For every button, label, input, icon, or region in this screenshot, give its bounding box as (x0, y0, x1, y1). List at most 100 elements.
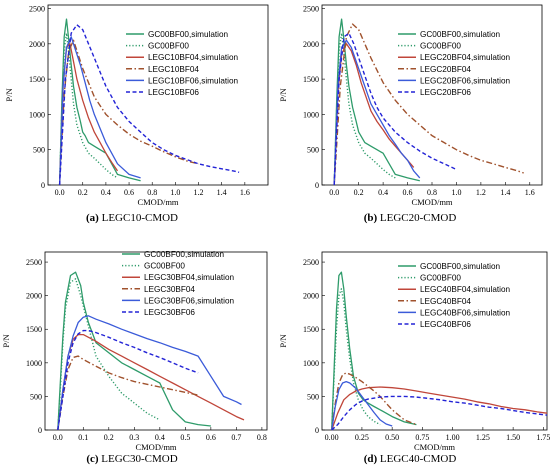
legend: GC00BF00,simulation GC00BF00 LEGC20BF04,si… (398, 30, 511, 97)
x-tick-label: 1.6 (525, 188, 535, 197)
y-tick-label: 0 (315, 181, 319, 190)
x-tick-label: 0.8 (427, 188, 437, 197)
caption-text: LEGC10-CMOD (102, 212, 178, 224)
caption-label: (b) (364, 212, 378, 224)
plot-frame (44, 251, 268, 431)
legend-label: GC00BF00,simulation (420, 30, 501, 39)
legend-label: GC00BF00,simulation (420, 262, 501, 271)
legend-label: LEGC10BF06,simulation (148, 76, 239, 85)
series-line-1 (333, 18, 420, 186)
series-line-5 (57, 315, 242, 431)
x-axis-title: CMOD/mm (411, 197, 452, 207)
y-tick-label: 1500 (26, 325, 42, 334)
legend-label: LEGC10BF04,simulation (148, 53, 239, 62)
series-line-1 (57, 271, 211, 431)
y-tick-label: 2000 (26, 292, 42, 301)
x-tick-label: 0.75 (415, 433, 429, 442)
series-line-4 (58, 39, 199, 186)
figure-caption: (c) LEGC30-CMOD (86, 453, 177, 465)
series-line-5 (333, 39, 421, 186)
series-group (333, 18, 524, 186)
x-axis-title: CMOD/mm (135, 442, 176, 452)
x-tick-label: 0.6 (124, 188, 134, 197)
legend-label: LEGC40BF06 (420, 320, 471, 329)
legend-label: LEGC40BF04,simulation (420, 285, 511, 294)
x-tick-label: 1.2 (194, 188, 204, 197)
series-line-4 (57, 355, 199, 431)
legend: GC00BF00,simulation GC00BF00 LEGC10BF04,si… (126, 30, 239, 97)
series-group (331, 271, 548, 431)
series-line-1 (331, 271, 417, 431)
legend-label: LEGC30BF04 (144, 285, 195, 294)
x-axis-title: CMOD/mm (137, 197, 178, 207)
legend-label: LEGC30BF04,simulation (144, 273, 235, 282)
x-tick-label: 1.25 (476, 433, 490, 442)
y-tick-label: 2500 (303, 5, 319, 14)
y-tick-label: 1000 (303, 110, 319, 119)
x-tick-label: 0.25 (355, 433, 369, 442)
x-tick-label: 0.3 (129, 433, 139, 442)
x-tick-label: 0.2 (104, 433, 114, 442)
caption-label: (c) (86, 453, 99, 465)
x-tick-label: 0.6 (403, 188, 413, 197)
plot-frame (321, 251, 548, 431)
chart-panel-c: 0.0 0.1 0.2 0.3 0.4 0.5 0.6 0.7 0.8 0 500 1000 1500 2… (1, 250, 268, 465)
x-tick-label: 0.4 (101, 188, 111, 197)
x-tick-label: 0.0 (55, 188, 65, 197)
series-line-1 (58, 18, 141, 186)
series-group (58, 18, 240, 186)
legend-label: LEGC40BF06,simulation (420, 308, 511, 317)
caption-label: (a) (86, 212, 99, 224)
x-tick-label: 1.75 (536, 433, 550, 442)
legend-label: GC00BF00,simulation (144, 250, 225, 259)
legend-label: LEGC20BF06,simulation (420, 76, 511, 85)
y-tick-label: 1500 (303, 325, 319, 334)
x-tick-label: 0.2 (354, 188, 364, 197)
y-axis-title: P/N (4, 88, 14, 101)
series-line-6 (331, 395, 548, 431)
series-line-6 (58, 24, 240, 186)
x-tick-label: 1.00 (446, 433, 460, 442)
x-tick-label: 0.50 (385, 433, 399, 442)
y-tick-label: 1500 (29, 75, 45, 84)
y-tick-label: 1000 (29, 110, 45, 119)
x-tick-label: 0.8 (257, 433, 267, 442)
x-tick-label: 0.5 (180, 433, 190, 442)
y-tick-label: 1500 (303, 75, 319, 84)
x-tick-label: 0.8 (147, 188, 157, 197)
caption-label: (d) (364, 453, 378, 465)
chart-panel-d: 0.00 0.25 0.50 0.75 1.00 1.25 1.50 1.75 0 500 1000… (278, 251, 550, 465)
series-line-3 (57, 333, 245, 431)
legend: GC00BF00,simulation GC00BF00 LEGC40BF04,si… (398, 262, 511, 329)
y-tick-label: 2500 (303, 258, 319, 267)
y-tick-label: 2500 (29, 5, 45, 14)
y-axis-title: P/N (278, 334, 288, 347)
y-tick-label: 1000 (26, 359, 42, 368)
y-axis-title: P/N (1, 334, 11, 347)
legend-label: LEGC20BF04 (420, 65, 471, 74)
y-tick-label: 500 (33, 146, 45, 155)
x-tick-label: 0.00 (325, 433, 339, 442)
x-tick-label: 0.0 (53, 433, 63, 442)
y-tick-label: 0 (38, 426, 42, 435)
x-tick-label: 1.4 (500, 188, 510, 197)
y-tick-label: 2000 (303, 40, 319, 49)
x-tick-label: 0.4 (155, 433, 165, 442)
y-tick-label: 0 (315, 426, 319, 435)
y-tick-label: 2000 (29, 40, 45, 49)
y-tick-label: 500 (307, 146, 319, 155)
legend-label: LEGC30BF06 (144, 308, 195, 317)
legend-label: LEGC30BF06,simulation (144, 296, 235, 305)
series-line-6 (333, 32, 457, 186)
x-axis-title: CMOD/mm (414, 442, 455, 452)
legend-label: LEGC40BF04 (420, 297, 471, 306)
chart-panel-a: 0.0 0.2 0.4 0.6 0.8 1.0 1.2 1.4 1.6 0 500 1000 1500 2… (4, 5, 269, 224)
legend-label: GC00BF00 (144, 262, 185, 271)
legend-label: GC00BF00,simulation (148, 30, 229, 39)
legend-label: LEGC10BF06 (148, 88, 199, 97)
caption-text: LEGC40-CMOD (380, 453, 456, 465)
series-line-3 (331, 386, 548, 431)
series-line-4 (333, 23, 524, 186)
legend-label: LEGC20BF04,simulation (420, 53, 511, 62)
